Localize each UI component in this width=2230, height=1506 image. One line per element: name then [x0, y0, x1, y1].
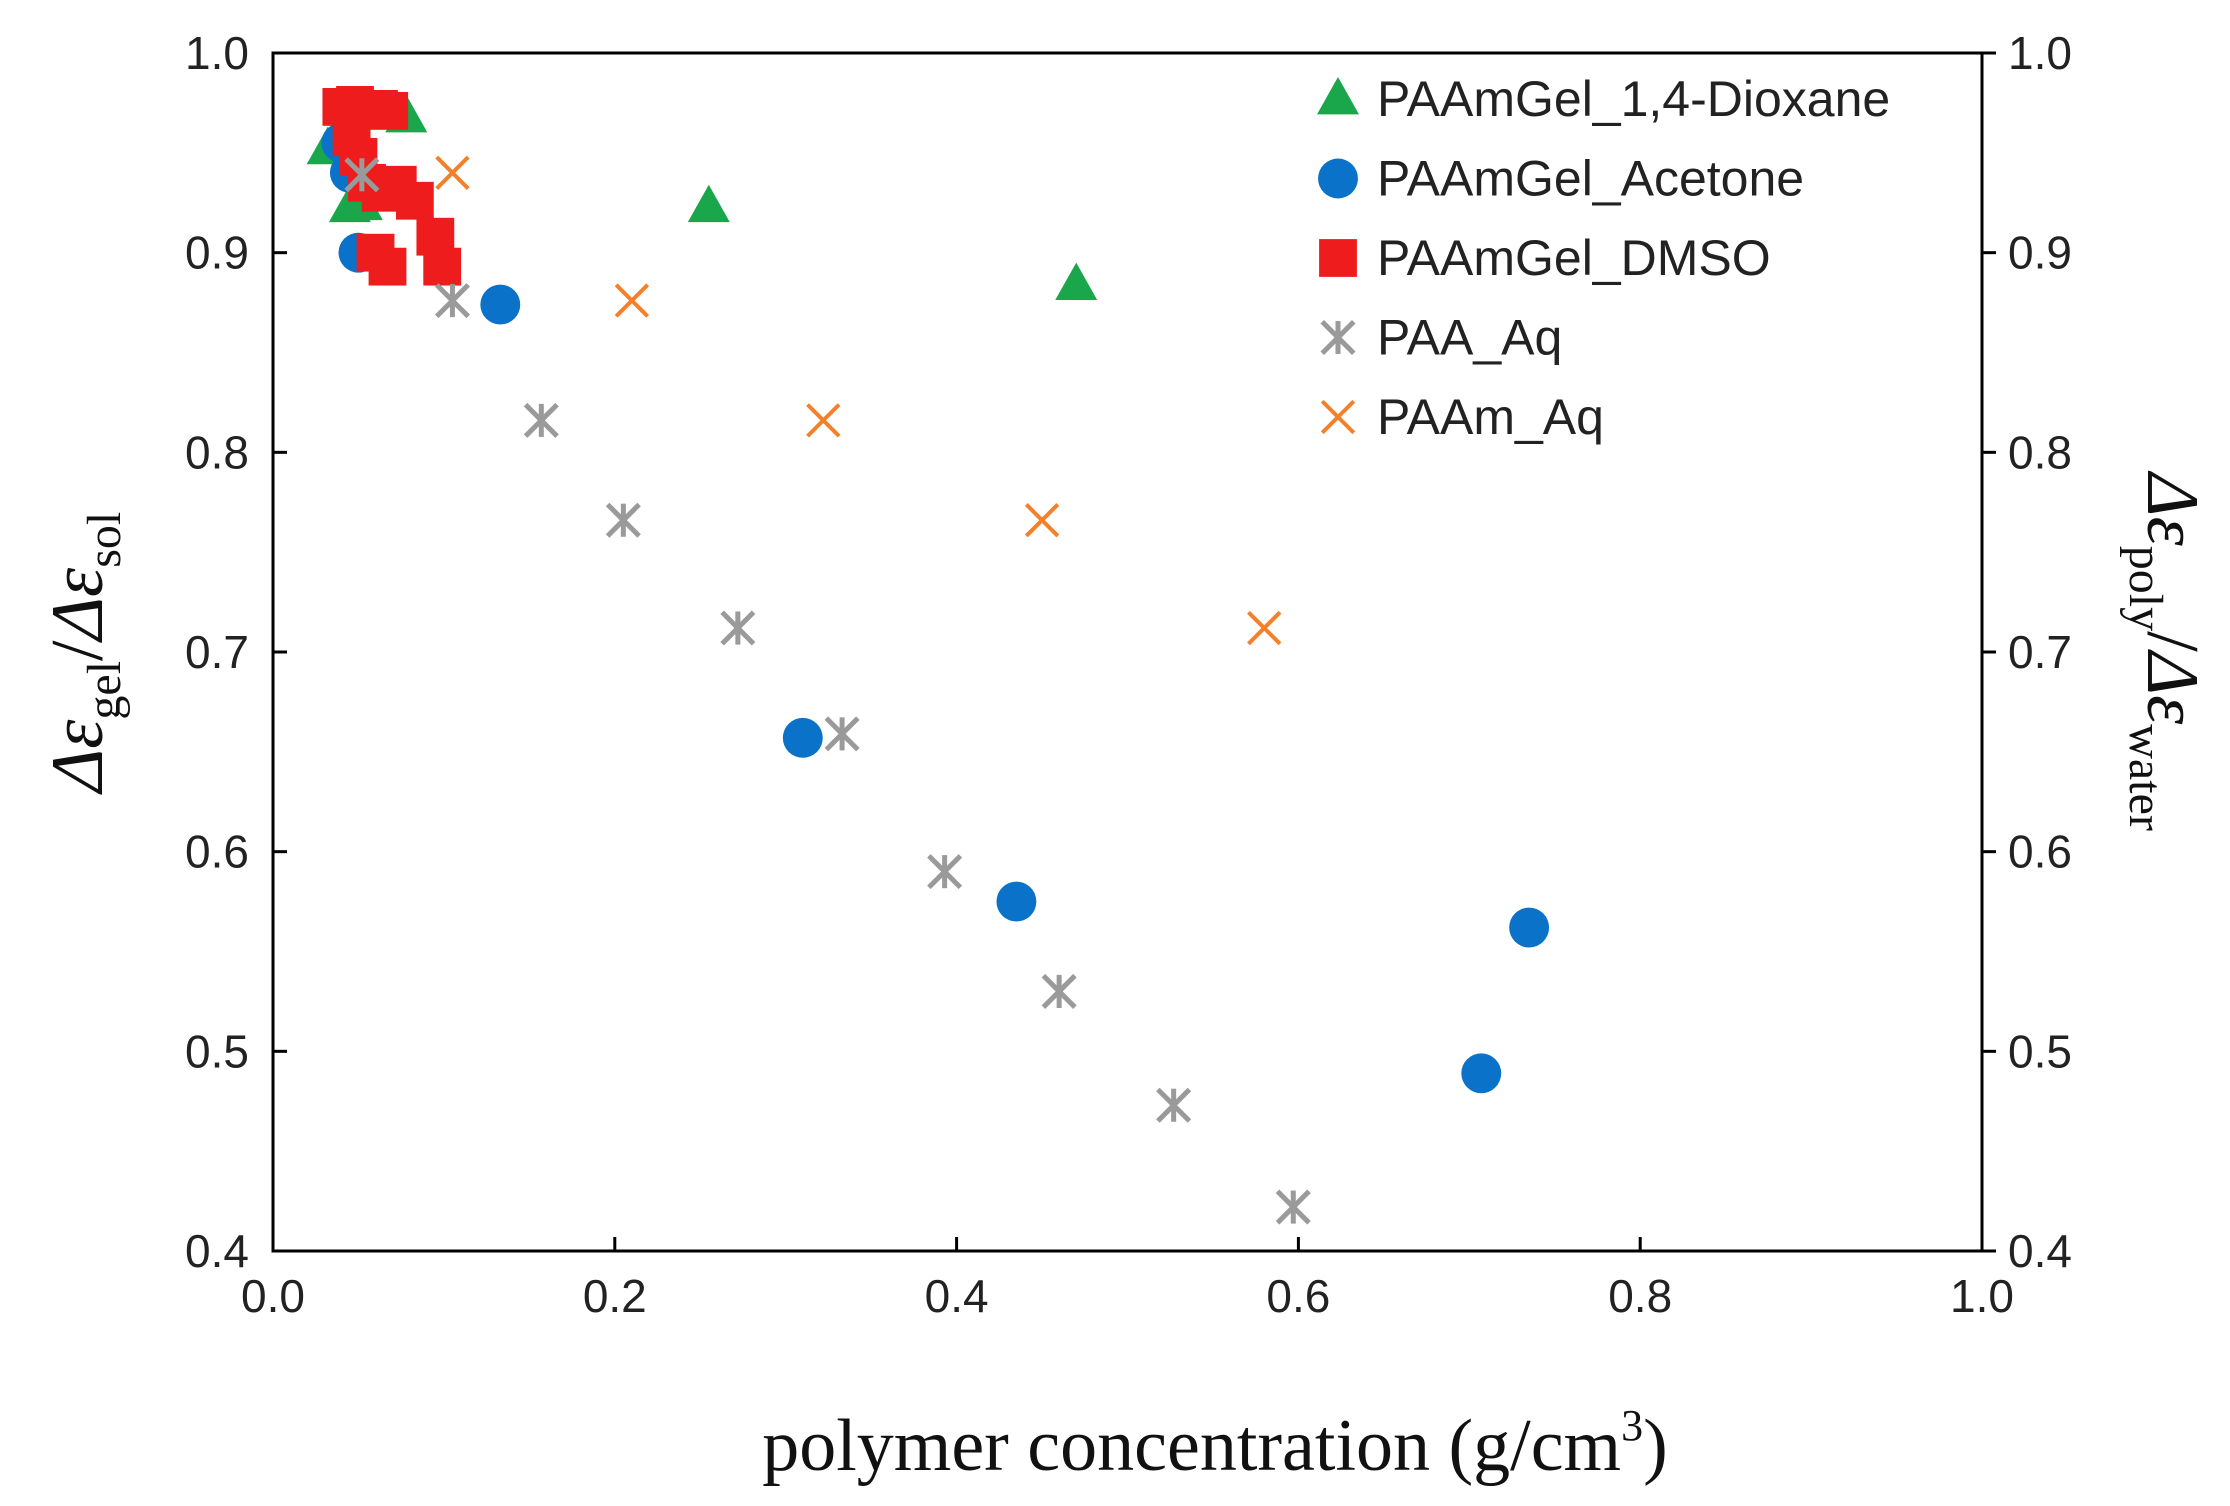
- y-right-delta-b: Δ: [2131, 649, 2213, 695]
- y2-tick-label: 0.6: [2008, 826, 2072, 878]
- legend-item: PAAmGel_Acetone: [1318, 151, 1804, 207]
- y2-tick-label: 0.8: [2008, 426, 2072, 478]
- y-right-sub-b: water: [2119, 724, 2172, 831]
- data-point: [1275, 1189, 1311, 1225]
- data-point: [523, 402, 559, 438]
- data-point: [614, 283, 650, 318]
- x-tick-label: 0.6: [1266, 1270, 1330, 1322]
- legend-label: PAAmGel_DMSO: [1377, 230, 1771, 286]
- data-point: [996, 881, 1037, 922]
- data-point: [1247, 610, 1282, 646]
- series-3: [344, 157, 1311, 1225]
- y-right-eps-a: ε: [2131, 517, 2213, 547]
- x-tick-label: 0.2: [583, 1270, 647, 1322]
- legend: PAAmGel_1,4-Dioxane PAAmGel_Acetone PAAmGe…: [1317, 71, 1890, 445]
- series-1: [321, 122, 1550, 1094]
- data-point: [687, 184, 730, 223]
- x-axis-title-end: ): [1643, 1405, 1668, 1487]
- series-4: [435, 155, 1282, 646]
- data-point: [782, 717, 823, 758]
- y-tick-label: 1.0: [185, 27, 249, 79]
- y-left-sub-b: sol: [78, 512, 131, 568]
- y-left-eps-b: ε: [37, 567, 119, 597]
- data-point: [370, 92, 409, 130]
- legend-item: PAAmGel_1,4-Dioxane: [1317, 71, 1890, 127]
- data-point: [1156, 1087, 1192, 1123]
- data-point: [1055, 262, 1098, 301]
- y-axis-right-title: Δεpoly/Δεwater: [2119, 470, 2213, 831]
- y-tick-label: 0.7: [185, 626, 249, 678]
- data-point: [720, 610, 756, 646]
- x-axis-title-text: polymer concentration (g/cm: [762, 1405, 1621, 1487]
- legend-marker: [1317, 76, 1359, 115]
- y-right-slash: /: [2131, 631, 2213, 652]
- y2-tick-label: 0.7: [2008, 626, 2072, 678]
- x-tick-label: 0.0: [241, 1270, 305, 1322]
- legend-item: PAA_Aq: [1320, 310, 1562, 366]
- data-point: [344, 157, 380, 193]
- y2-tick-label: 0.5: [2008, 1025, 2072, 1077]
- data-point: [435, 155, 470, 190]
- data-point: [368, 247, 407, 286]
- x-axis: 0.0 0.2 0.4 0.6 0.8 1.0: [241, 1237, 2014, 1322]
- y-left-slash: /: [37, 640, 119, 661]
- y-right-delta-a: Δ: [2131, 470, 2213, 516]
- y-left-eps-a: ε: [37, 719, 119, 749]
- legend-label: PAA_Aq: [1377, 310, 1562, 366]
- y-right-eps-b: ε: [2131, 695, 2213, 725]
- legend-label: PAAm_Aq: [1377, 389, 1604, 445]
- legend-item: PAAmGel_DMSO: [1319, 230, 1771, 286]
- data-point: [1461, 1053, 1502, 1094]
- y-tick-label: 0.9: [185, 227, 249, 279]
- data-point: [1024, 503, 1060, 538]
- legend-marker: [1318, 158, 1358, 199]
- data-point: [480, 284, 521, 325]
- data-points: [306, 86, 1550, 1225]
- data-point: [806, 403, 841, 438]
- x-tick-label: 0.8: [1608, 1270, 1672, 1322]
- x-axis-title: polymer concentration (g/cm3): [762, 1401, 1668, 1487]
- y-axis-right: 0.4 0.5 0.6 0.7 0.8 0.9 1.0: [1982, 27, 2072, 1277]
- data-point: [1509, 907, 1550, 948]
- y2-tick-label: 1.0: [2008, 27, 2072, 79]
- legend-marker: [1319, 239, 1357, 277]
- y-tick-label: 0.8: [185, 426, 249, 478]
- y-left-delta-b: Δ: [37, 597, 119, 643]
- legend-label: PAAmGel_Acetone: [1377, 151, 1804, 207]
- data-point: [395, 181, 434, 220]
- legend-marker: [1320, 399, 1356, 435]
- y-axis-left: 0.4 0.5 0.6 0.7 0.8 0.9 1.0: [185, 27, 287, 1277]
- y-tick-label: 0.5: [185, 1025, 249, 1077]
- data-point: [605, 502, 641, 538]
- y2-tick-label: 0.4: [2008, 1225, 2072, 1277]
- x-tick-label: 0.4: [925, 1270, 989, 1322]
- y2-tick-label: 0.9: [2008, 227, 2072, 279]
- x-tick-label: 1.0: [1950, 1270, 2014, 1322]
- data-point: [927, 854, 963, 890]
- y-right-sub-a: poly: [2119, 546, 2172, 631]
- data-point: [423, 247, 462, 286]
- y-left-delta-a: Δ: [37, 749, 119, 795]
- y-left-sub-a: gel: [78, 661, 131, 720]
- y-axis-left-title: Δεgel/Δεsol: [37, 512, 131, 795]
- y-tick-label: 0.6: [185, 826, 249, 878]
- legend-label: PAAmGel_1,4-Dioxane: [1377, 71, 1890, 127]
- data-point: [1041, 973, 1077, 1009]
- data-point: [824, 716, 860, 752]
- legend-marker: [1320, 319, 1356, 356]
- data-point: [434, 283, 470, 319]
- legend-item: PAAm_Aq: [1320, 389, 1604, 445]
- y-tick-label: 0.4: [185, 1225, 249, 1277]
- x-axis-title-sup: 3: [1621, 1401, 1643, 1450]
